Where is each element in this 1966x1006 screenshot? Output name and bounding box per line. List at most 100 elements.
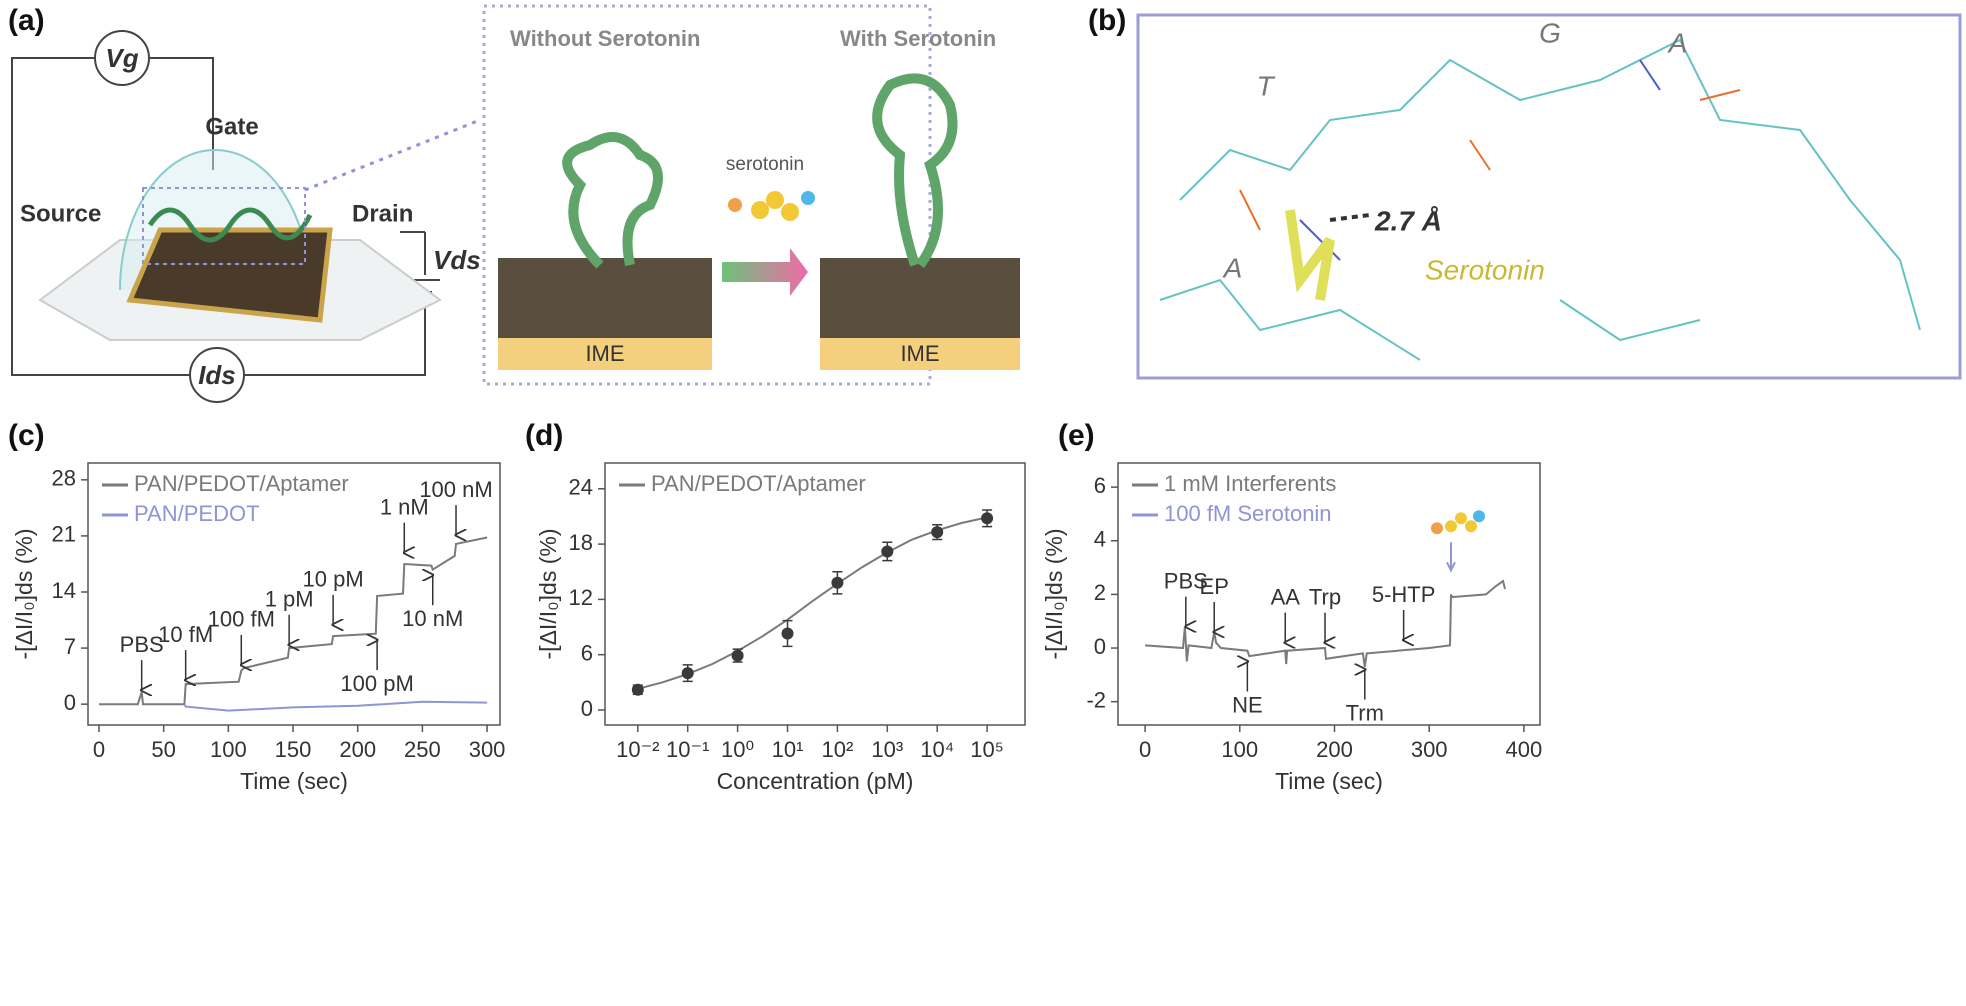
annotation-label: 1 pM [265,587,314,612]
data-point [781,627,794,640]
label: Without Serotonin [510,26,700,51]
y-axis-label: -[ΔI/I₀]ds (%) [11,529,37,660]
series-line [99,536,488,706]
data-point [881,545,894,558]
annotation-label: 100 fM [208,607,275,632]
panel-label: (b) [1088,4,1126,37]
y-tick-label: 6 [581,640,593,665]
y-tick-label: 0 [64,690,76,715]
x-tick-label: 10⁴ [920,737,954,762]
legend-label: PAN/PEDOT/Aptamer [134,471,349,496]
y-axis-label: -[ΔI/I₀]ds (%) [1041,529,1067,660]
molecule-icon [1472,510,1485,523]
x-tick-label: 0 [93,737,105,762]
distance-label: 2.7 Å [1374,205,1442,236]
x-tick-label: 50 [151,737,175,762]
x-tick-label: 150 [275,737,312,762]
panel-label: (d) [525,419,563,452]
panel-label: (c) [8,419,45,452]
plot-frame [604,462,1026,726]
annotation-label: 100 pM [340,671,413,696]
y-tick-label: 21 [52,522,76,547]
inset [482,4,1020,386]
y-tick-label: 0 [1094,634,1106,659]
annotation-label: PBS [120,632,164,657]
panel-label: (a) [8,4,45,37]
panel-label: (e) [1058,419,1095,452]
annotation-label: AA [1271,584,1301,609]
data-point [931,526,944,539]
data-point [731,649,744,662]
x-axis-label: Time (sec) [1275,768,1383,794]
label: With Serotonin [840,26,996,51]
series-line [1145,579,1506,667]
y-tick-label: 14 [52,578,76,603]
x-tick-label: 200 [339,737,376,762]
series-line [183,700,488,712]
base-label: A [1667,27,1688,58]
marker-arrowhead [1446,561,1456,573]
molecular-structure [1136,13,1962,380]
x-tick-label: 10² [822,737,854,762]
x-tick-label: 10³ [871,737,903,762]
annotation-label: 10 fM [158,622,213,647]
molecule-icon [1454,512,1467,525]
annotation-label: Trm [1346,700,1384,725]
y-tick-label: 2 [1094,580,1106,605]
data-point [681,667,694,680]
x-tick-label: 10⁵ [970,737,1004,762]
legend-label: 100 fM Serotonin [1164,501,1332,526]
y-tick-label: 18 [569,530,593,555]
y-tick-label: 6 [1094,473,1106,498]
x-tick-label: 10⁻¹ [666,737,709,762]
annotation-label: EP [1200,574,1229,599]
molecule-icon [1430,522,1443,535]
x-tick-label: 200 [1316,737,1353,762]
data-point [831,576,844,589]
label: IME [900,341,939,366]
label: Ids [198,360,236,390]
base-label: G [1539,17,1561,48]
y-tick-label: 12 [569,585,593,610]
x-tick-label: 100 [1221,737,1258,762]
molecule-icon [1464,520,1477,533]
x-tick-label: 10⁰ [721,737,754,762]
label: serotonin [726,154,804,175]
legend-label: PAN/PEDOT [134,501,260,526]
annotation-label: PBS [1164,568,1208,593]
label: Drain [352,200,413,227]
y-tick-label: 28 [52,466,76,491]
x-tick-label: 300 [469,737,506,762]
label: Source [20,200,101,227]
x-tick-label: 100 [210,737,247,762]
y-tick-label: 4 [1094,527,1106,552]
label: Vds [433,245,481,275]
y-tick-label: 0 [581,696,593,721]
data-point [631,683,644,696]
annotation-label: Trp [1309,584,1341,609]
annotation-label: 5-HTP [1372,582,1436,607]
x-tick-label: 0 [1139,737,1151,762]
device-schematic [11,30,481,403]
x-tick-label: 250 [404,737,441,762]
base-label: T [1256,70,1275,101]
annotation-label: NE [1232,692,1263,717]
annotation-label: 1 nM [380,495,429,520]
label: IME [585,341,624,366]
annotation-label: 10 nM [402,606,463,631]
x-tick-label: 10⁻² [616,737,659,762]
x-tick-label: 300 [1411,737,1448,762]
ligand-label: Serotonin [1425,254,1545,285]
data-point [981,512,994,525]
y-axis-label: -[ΔI/I₀]ds (%) [535,529,561,660]
y-tick-label: 7 [64,634,76,659]
annotation-label: 100 nM [419,477,492,502]
molecule-icon [1444,520,1457,533]
base-label: A [1222,252,1243,283]
label: Vg [105,43,138,73]
label: Gate [205,113,258,140]
y-tick-label: -2 [1086,687,1106,712]
x-tick-label: 10¹ [772,737,804,762]
x-tick-label: 400 [1506,737,1543,762]
